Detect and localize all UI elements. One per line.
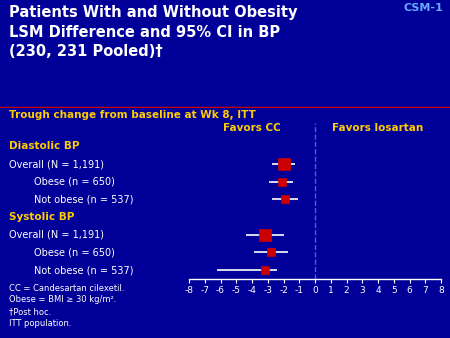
Text: Diastolic BP: Diastolic BP <box>9 141 80 151</box>
Text: Patients With and Without Obesity
LSM Difference and 95% CI in BP
(230, 231 Pool: Patients With and Without Obesity LSM Di… <box>9 5 297 59</box>
Text: Favors losartan: Favors losartan <box>333 123 423 133</box>
Text: CC = Candesartan cilexetil.
Obese = BMI ≥ 30 kg/m².
†Post hoc.
ITT population.: CC = Candesartan cilexetil. Obese = BMI … <box>9 284 125 328</box>
Text: Trough change from baseline at Wk 8, ITT: Trough change from baseline at Wk 8, ITT <box>9 110 256 120</box>
Text: Overall (N = 1,191): Overall (N = 1,191) <box>9 230 104 240</box>
Text: Favors CC: Favors CC <box>223 123 281 133</box>
Text: Systolic BP: Systolic BP <box>9 212 75 222</box>
Text: Obese (n = 650): Obese (n = 650) <box>34 177 115 187</box>
Text: CSM-1: CSM-1 <box>404 3 443 13</box>
Text: Obese (n = 650): Obese (n = 650) <box>34 247 115 257</box>
Text: Not obese (n = 537): Not obese (n = 537) <box>34 194 134 204</box>
Text: Overall (N = 1,191): Overall (N = 1,191) <box>9 159 104 169</box>
Text: Not obese (n = 537): Not obese (n = 537) <box>34 265 134 275</box>
